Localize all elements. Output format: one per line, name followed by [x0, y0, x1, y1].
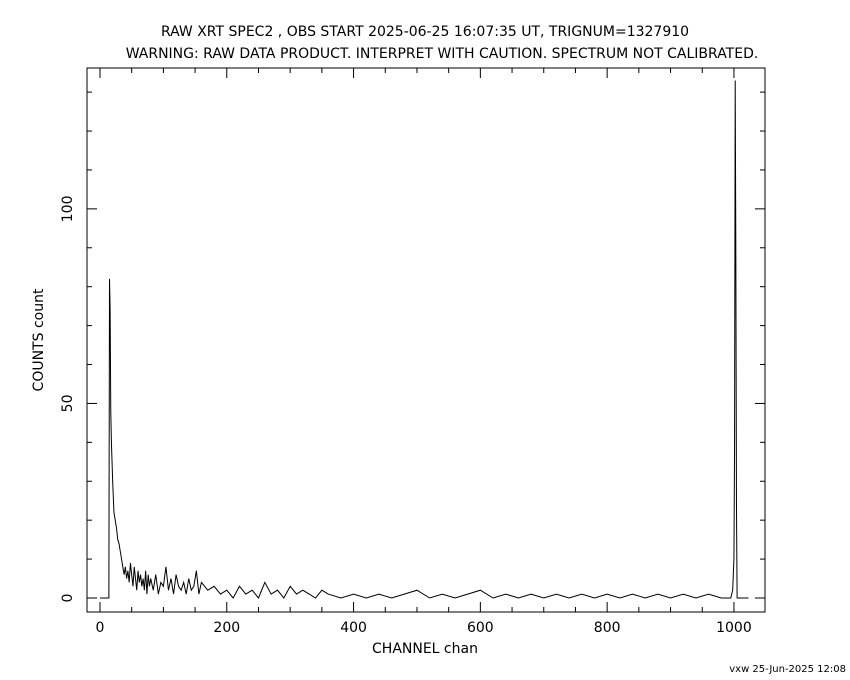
footer: vxw 25-Jun-2025 12:08: [729, 664, 846, 675]
x-tick-label: 200: [213, 620, 240, 636]
x-tick-label: 400: [340, 620, 367, 636]
x-tick-label: 800: [594, 620, 621, 636]
chart-subtitle: WARNING: RAW DATA PRODUCT. INTERPRET WIT…: [126, 46, 759, 62]
x-tick-label: 1000: [716, 620, 752, 636]
y-tick-label: 50: [60, 395, 76, 413]
y-tick-label: 100: [60, 195, 76, 222]
x-axis-label: CHANNEL chan: [372, 641, 478, 657]
spectrum-line: [100, 80, 749, 599]
x-tick-label: 600: [467, 620, 494, 636]
y-axis-label: COUNTS count: [31, 288, 47, 391]
y-tick-label: 0: [60, 594, 76, 603]
x-tick-label: 0: [96, 620, 105, 636]
chart-title: RAW XRT SPEC2 , OBS START 2025-06-25 16:…: [161, 24, 689, 40]
plot-frame: [86, 67, 766, 613]
